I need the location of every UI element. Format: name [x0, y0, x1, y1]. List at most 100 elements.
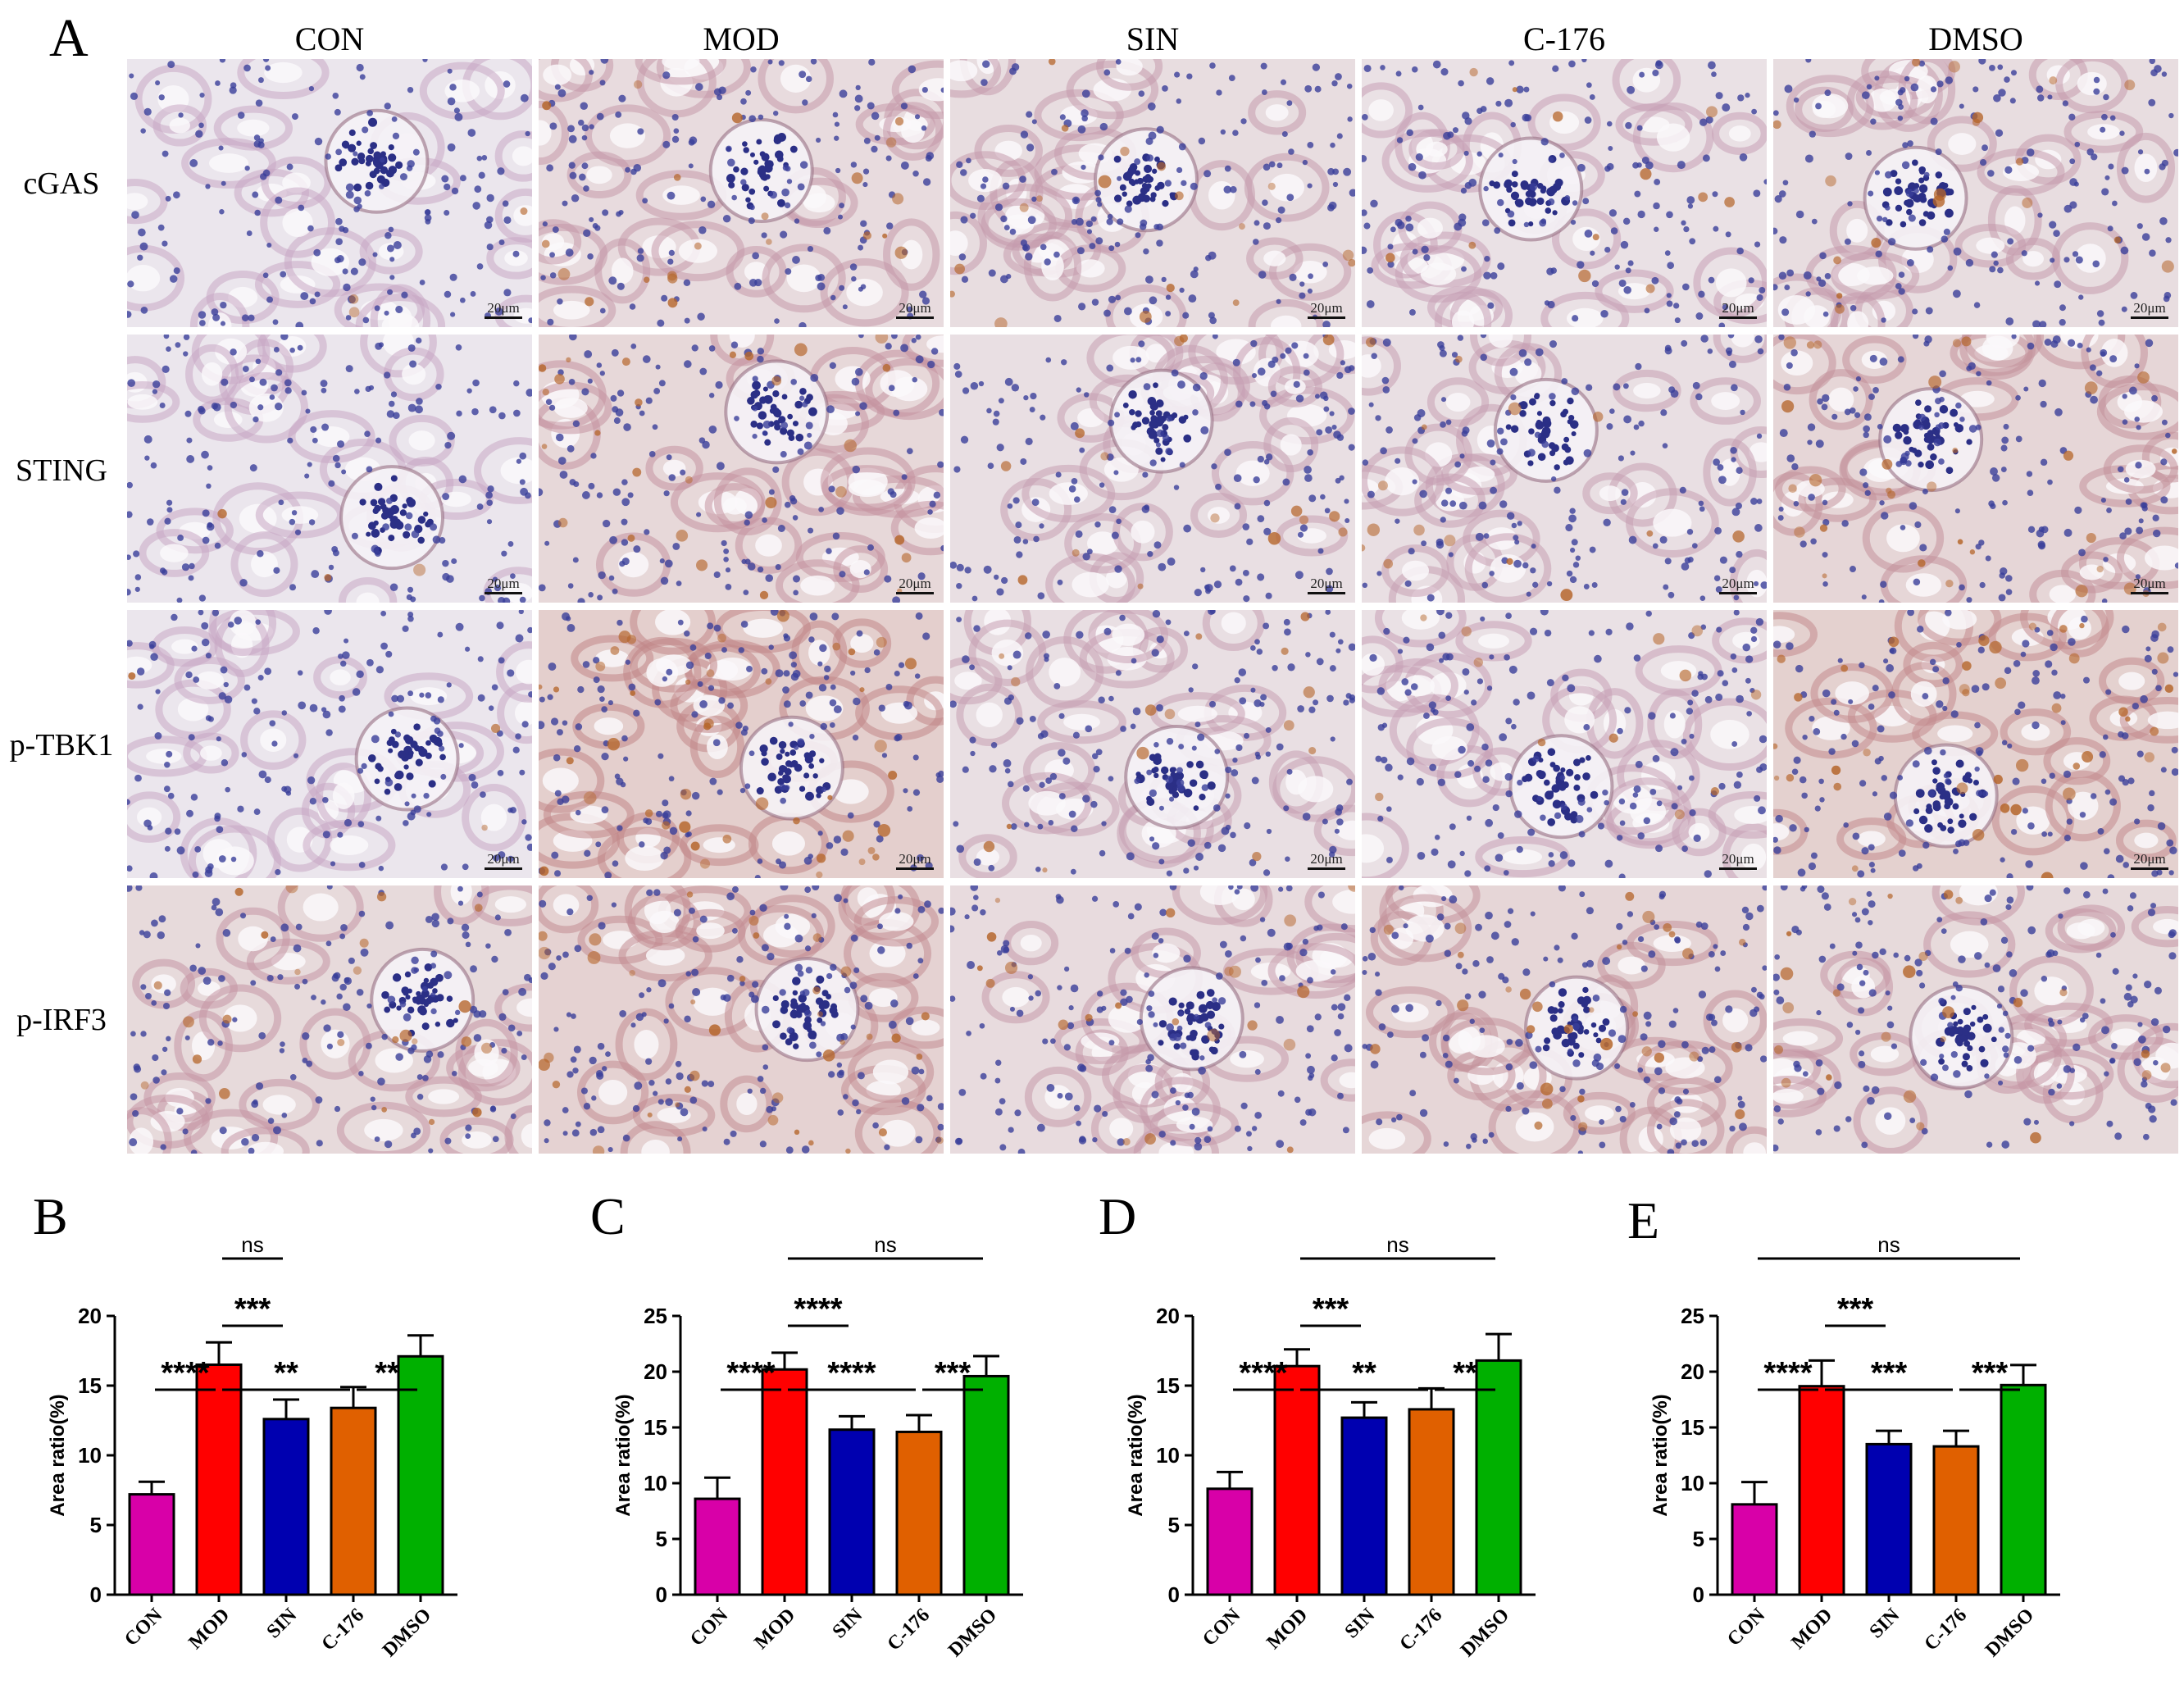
chart-c-bar-dmso [964, 1376, 1008, 1595]
scale-bar: 20μm [2131, 576, 2168, 594]
chart-d-bar-c-176 [1409, 1409, 1454, 1595]
chart-e-bar-mod [1800, 1386, 1844, 1595]
chart-e-ytick-label: 15 [1681, 1415, 1704, 1440]
chart-e-significance-label: ns [1877, 1232, 1900, 1257]
scale-bar-label: 20μm [2131, 301, 2168, 315]
scale-bar: 20μm [1308, 301, 1345, 319]
chart-b-bar-dmso [398, 1356, 443, 1595]
scale-bar-line [485, 867, 522, 870]
chart-e-xtick-label: CON [1723, 1604, 1770, 1650]
micrograph-sting-sin: 20μm [950, 335, 1355, 603]
micrograph-sting-dmso: 20μm [1773, 335, 2178, 603]
panel-letter-a: A [49, 11, 89, 66]
scale-bar: 20μm [896, 301, 934, 319]
chart-d-bar-con [1208, 1489, 1252, 1595]
chart-e-xtick-label: DMSO [1982, 1605, 2038, 1661]
scale-bar: 20μm [896, 576, 934, 594]
chart-e-significance-label: *** [1837, 1292, 1874, 1327]
chart-d-xtick-label: SIN [1341, 1604, 1380, 1642]
panel-letter-d: D [1099, 1187, 1136, 1245]
chart-b-xtick-label: MOD [184, 1605, 234, 1654]
chart-d-y-label: Area ratio(%) [1125, 1394, 1147, 1516]
scale-bar-line [485, 592, 522, 594]
micrograph-cgas-mod: 20μm [539, 59, 944, 327]
row-label-sting: STING [0, 455, 123, 486]
chart-e-ytick-label: 5 [1693, 1527, 1704, 1551]
scale-bar-label: 20μm [485, 576, 522, 590]
micrograph-sting-con: 20μm [127, 335, 532, 603]
scale-bar-label: 20μm [1719, 852, 1757, 866]
scale-bar: 20μm [1719, 301, 1757, 319]
chart-c-significance-label: *** [935, 1356, 971, 1391]
micrograph-cgas-con: 20μm [127, 59, 532, 327]
scale-bar-line [896, 867, 934, 870]
scale-bar-label: 20μm [1308, 576, 1345, 590]
chart-d-bar-sin [1342, 1418, 1386, 1595]
micrograph-p-irf3-sin [950, 885, 1355, 1154]
chart-b-bar-c-176 [331, 1408, 375, 1595]
micrograph-p-irf3-mod [539, 885, 944, 1154]
chart-b-ytick-label: 15 [78, 1373, 102, 1398]
scale-bar-label: 20μm [1719, 301, 1757, 315]
chart-d-ytick-label: 0 [1168, 1582, 1180, 1607]
chart-d-xtick-label: MOD [1263, 1605, 1312, 1654]
scale-bar-line [1308, 316, 1345, 319]
chart-e-bar-sin [1867, 1444, 1911, 1595]
chart-d-ytick-label: 20 [1156, 1304, 1180, 1328]
chart-b-xtick-label: CON [121, 1604, 167, 1650]
chart-e-ytick-label: 0 [1693, 1582, 1704, 1607]
chart-c-bar-mod [762, 1369, 807, 1595]
chart-c-significance-label: ns [874, 1232, 896, 1257]
micrograph-p-tbk1-c-176: 20μm [1362, 610, 1767, 878]
micrograph-p-irf3-dmso [1773, 885, 2178, 1154]
chart-d-ytick-label: 5 [1168, 1513, 1180, 1537]
chart-d-significance-label: **** [1239, 1356, 1287, 1391]
chart-b-significance-label: *** [234, 1292, 271, 1327]
chart-c-ytick-label: 25 [644, 1304, 667, 1328]
column-label-mod: MOD [539, 23, 944, 56]
scale-bar-line [1308, 867, 1345, 870]
chart-b-ytick-label: 0 [90, 1582, 102, 1607]
scale-bar-line [896, 316, 934, 319]
column-label-con: CON [127, 23, 532, 56]
scale-bar-label: 20μm [485, 301, 522, 315]
chart-e-bar-con [1732, 1505, 1777, 1595]
panel-letter-c: C [590, 1187, 626, 1245]
scale-bar-line [485, 316, 522, 319]
chart-e-significance-label: *** [1871, 1356, 1908, 1391]
chart-e-significance-label: *** [1972, 1356, 2009, 1391]
panel-letter-e: E [1627, 1191, 1659, 1250]
chart-d-bar-mod [1275, 1366, 1319, 1595]
scale-bar-label: 20μm [896, 852, 934, 866]
scale-bar-line [1308, 592, 1345, 594]
chart-d-xtick-label: CON [1199, 1604, 1245, 1650]
micrograph-cgas-c-176: 20μm [1362, 59, 1767, 327]
column-label-dmso: DMSO [1773, 23, 2178, 56]
chart-e-ytick-label: 10 [1681, 1471, 1704, 1495]
column-label-sin: SIN [950, 23, 1355, 56]
chart-b-bar-con [130, 1495, 174, 1595]
chart-e-ytick-label: 25 [1681, 1304, 1704, 1328]
scale-bar-line [1719, 316, 1757, 319]
chart-e-xtick-label: MOD [1787, 1605, 1836, 1654]
chart-d-significance-label: ns [1386, 1232, 1408, 1257]
micrograph-p-irf3-con [127, 885, 532, 1154]
chart-b-ytick-label: 20 [78, 1304, 102, 1328]
chart-c-significance-label: **** [827, 1356, 876, 1391]
chart-e-xtick-label: C-176 [1920, 1605, 1971, 1655]
chart-c-bar-c-176 [897, 1432, 941, 1595]
chart-d-ytick-label: 10 [1156, 1443, 1180, 1468]
scale-bar: 20μm [896, 852, 934, 870]
scale-bar: 20μm [1719, 852, 1757, 870]
scale-bar: 20μm [1308, 852, 1345, 870]
chart-e-bar-c-176 [1934, 1446, 1978, 1595]
micrograph-p-tbk1-dmso: 20μm [1773, 610, 2178, 878]
chart-c-xtick-label: DMSO [944, 1605, 1001, 1661]
scale-bar-label: 20μm [1308, 852, 1345, 866]
chart-b-ytick-label: 10 [78, 1443, 102, 1468]
chart-c-bar-sin [830, 1430, 874, 1595]
scale-bar-label: 20μm [896, 301, 934, 315]
chart-b-significance-label: **** [161, 1356, 209, 1391]
scale-bar: 20μm [485, 301, 522, 319]
chart-c-xtick-label: CON [686, 1604, 733, 1650]
